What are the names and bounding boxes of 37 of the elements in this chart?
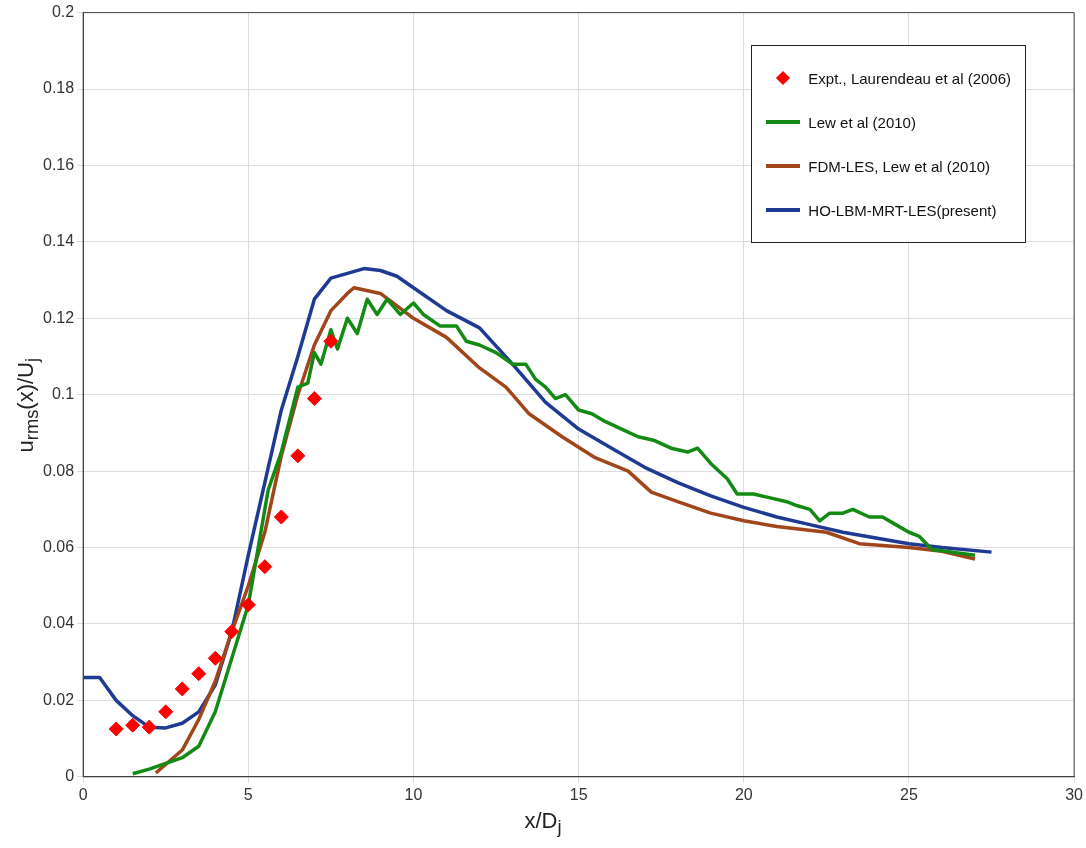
y-tick-label: 0.06 [43,537,75,555]
point [290,448,306,464]
point [323,333,339,349]
legend-label: HO-LBM-MRT-LES(present) [808,201,997,219]
y-tick-label: 0.2 [51,3,75,21]
point [273,509,289,525]
y-tick-label: 0.18 [43,79,75,97]
point [158,704,174,720]
legend-label: Expt., Laurendeau et al (2006) [808,69,1011,87]
point [174,681,190,697]
y-tick-label: 0.1 [51,385,75,403]
x-tick-label: 0 [78,785,88,803]
point [125,717,141,733]
y-tick-label: 0.12 [43,308,75,326]
point [108,721,124,737]
x-tick-label: 15 [569,785,588,803]
y-tick-label: 0.08 [43,461,75,479]
point [224,624,240,640]
point [207,650,223,666]
point [191,666,207,682]
x-axis-title: x/D$_{j}$ [523,808,563,839]
x-tick-label: 30 [1065,785,1084,803]
legend-label: FDM-LES, Lew et al (2010) [808,157,991,175]
x-tick-label: 10 [404,785,423,803]
point [306,391,322,407]
y-tick-label: 0 [65,767,75,785]
y-tick-label: 0.16 [43,155,75,173]
y-tick-label: 0.02 [43,690,75,708]
x-tick-label: 20 [734,785,753,803]
x-tick-label: 25 [900,785,918,803]
point [257,559,273,575]
y-tick-label: 0.04 [43,614,75,632]
point [141,719,157,735]
legend-label: Lew et al (2010) [808,113,916,131]
point [240,597,256,613]
x-tick-label: 5 [243,785,253,803]
y-tick-label: 0.14 [43,232,75,250]
